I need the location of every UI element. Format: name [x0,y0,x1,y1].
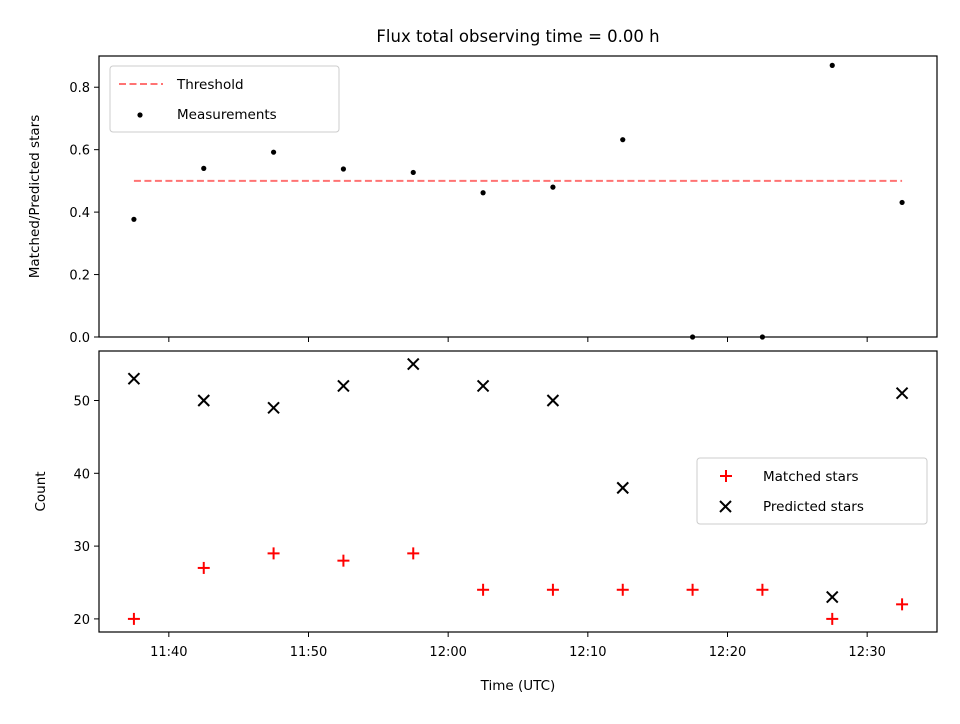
measurement-point [620,137,626,143]
matched-stars-point [896,598,909,611]
top-ytick-label: 0.6 [69,144,90,159]
top-ytick-label: 0.4 [69,206,90,221]
bottom-x-ticks: 11:40 11:50 12:00 12:10 12:20 12:30 [150,632,886,660]
chart-title: Flux total observing time = 0.00 h [376,27,659,46]
top-ytick-label: 0.2 [69,269,90,284]
matched-stars-point [756,583,769,596]
bottom-ytick-label: 30 [73,540,90,555]
measurement-point [201,165,207,171]
matched-stars-point [337,554,350,567]
top-ytick-label: 0.8 [69,81,90,96]
legend-measurements-swatch [137,112,143,118]
bottom-ytick-label: 20 [73,613,90,628]
bottom-legend-frame [696,457,928,525]
xtick-label: 11:40 [150,645,187,660]
bottom-axes-frame [98,350,938,633]
matched-stars-point [826,612,839,625]
top-legend-frame [109,65,340,133]
matched-stars-point [546,583,559,596]
measurement-point [270,149,277,155]
legend-predicted-swatch [719,500,732,513]
top-x-ticks [168,337,868,342]
measurement-point [410,169,416,176]
measurement-point [689,334,696,340]
matched-stars-point [267,547,280,560]
top-plot-area [131,62,905,340]
matched-stars-point [686,583,699,596]
predicted-stars-point [267,401,280,414]
predicted-stars-point [826,590,839,604]
top-panel: 0.00.20.40.60.8 Matched/Predicted stars … [27,55,938,346]
measurement-point [340,166,347,172]
measurement-point [899,199,905,206]
top-y-axis-label: Matched/Predicted stars [27,115,43,278]
predicted-stars-point [337,379,350,393]
bottom-y-ticks: 20 30 40 50 [73,395,99,628]
xtick-label: 12:10 [569,645,606,660]
legend-threshold-label: Threshold [176,77,244,93]
bottom-ytick-label: 50 [73,395,90,410]
legend-predicted-label: Predicted stars [763,499,864,515]
predicted-stars-point [476,379,490,393]
xtick-label: 12:00 [429,645,466,660]
xtick-label: 12:20 [709,645,746,660]
top-ytick-label: 0.0 [69,331,90,346]
matched-stars-point [616,583,629,596]
predicted-stars-point [546,394,560,407]
top-y-ticks: 0.0 0.2 0.4 0.6 0.8 [69,81,99,346]
xtick-label: 12:30 [848,645,885,660]
measurement-point [131,216,137,222]
legend-matched-swatch [720,470,732,482]
predicted-stars-point [407,357,420,371]
matched-stars-point [477,583,490,596]
measurement-point [829,62,835,68]
predicted-stars-point [197,394,210,407]
predicted-stars-point [127,372,141,385]
matched-stars-point [127,612,140,625]
bottom-legend: Matched stars Predicted stars [696,457,928,525]
measurement-point [759,334,766,340]
predicted-stars-point [895,387,909,400]
legend-matched-label: Matched stars [763,469,859,485]
xtick-label: 11:50 [290,645,327,660]
predicted-stars-point [616,481,629,495]
matched-stars-point [407,547,420,560]
top-axes-frame [98,55,938,338]
measurement-point [480,190,486,196]
bottom-ytick-label: 40 [73,467,90,482]
measurement-point [550,184,556,190]
bottom-plot-area [127,357,909,625]
bottom-y-axis-label: Count [33,471,49,511]
legend-measurements-label: Measurements [177,107,277,123]
x-axis-label: Time (UTC) [480,678,556,694]
top-legend: Threshold Measurements [109,65,340,133]
matched-stars-point [197,561,210,574]
